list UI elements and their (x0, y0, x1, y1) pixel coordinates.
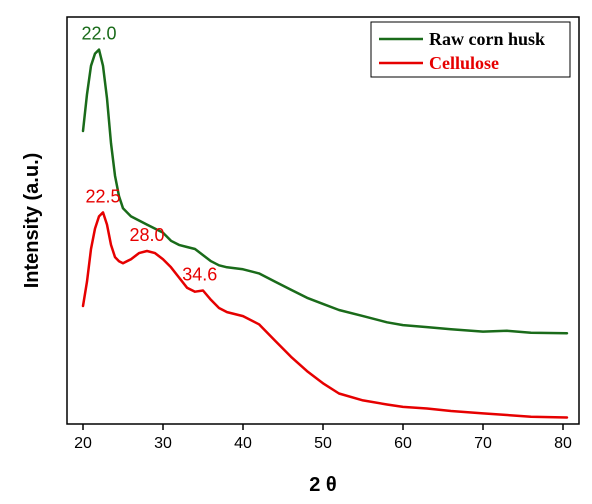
x-tick-label: 40 (234, 435, 252, 452)
x-tick-label: 50 (314, 435, 332, 452)
x-tick-label: 60 (394, 435, 412, 452)
plot-border (66, 16, 580, 425)
peak-label: 22.5 (85, 186, 120, 206)
peak-label: 22.0 (81, 24, 116, 44)
legend: Raw corn husk Cellulose (370, 21, 571, 78)
x-tick-label: 70 (474, 435, 492, 452)
x-axis-label: 2 θ (309, 474, 337, 496)
series-lines (81, 48, 569, 419)
series-line-raw-corn-husk (81, 48, 569, 335)
y-axis-label: Intensity (a.u.) (21, 153, 43, 289)
x-axis-ticks: 20 30 40 50 60 70 80 (74, 424, 572, 452)
legend-entry-label: Raw corn husk (429, 29, 545, 49)
x-tick-label: 30 (154, 435, 172, 452)
legend-entry-label: Cellulose (429, 53, 499, 73)
legend-box (370, 21, 571, 78)
x-tick-label: 20 (74, 435, 92, 452)
plot-frame (66, 16, 580, 425)
peak-label: 28.0 (129, 225, 164, 245)
peak-label: 34.6 (182, 265, 217, 285)
series-line-cellulose (81, 211, 569, 419)
peak-annotations: 22.0 22.5 28.0 34.6 (81, 24, 217, 285)
x-tick-label: 80 (554, 435, 572, 452)
